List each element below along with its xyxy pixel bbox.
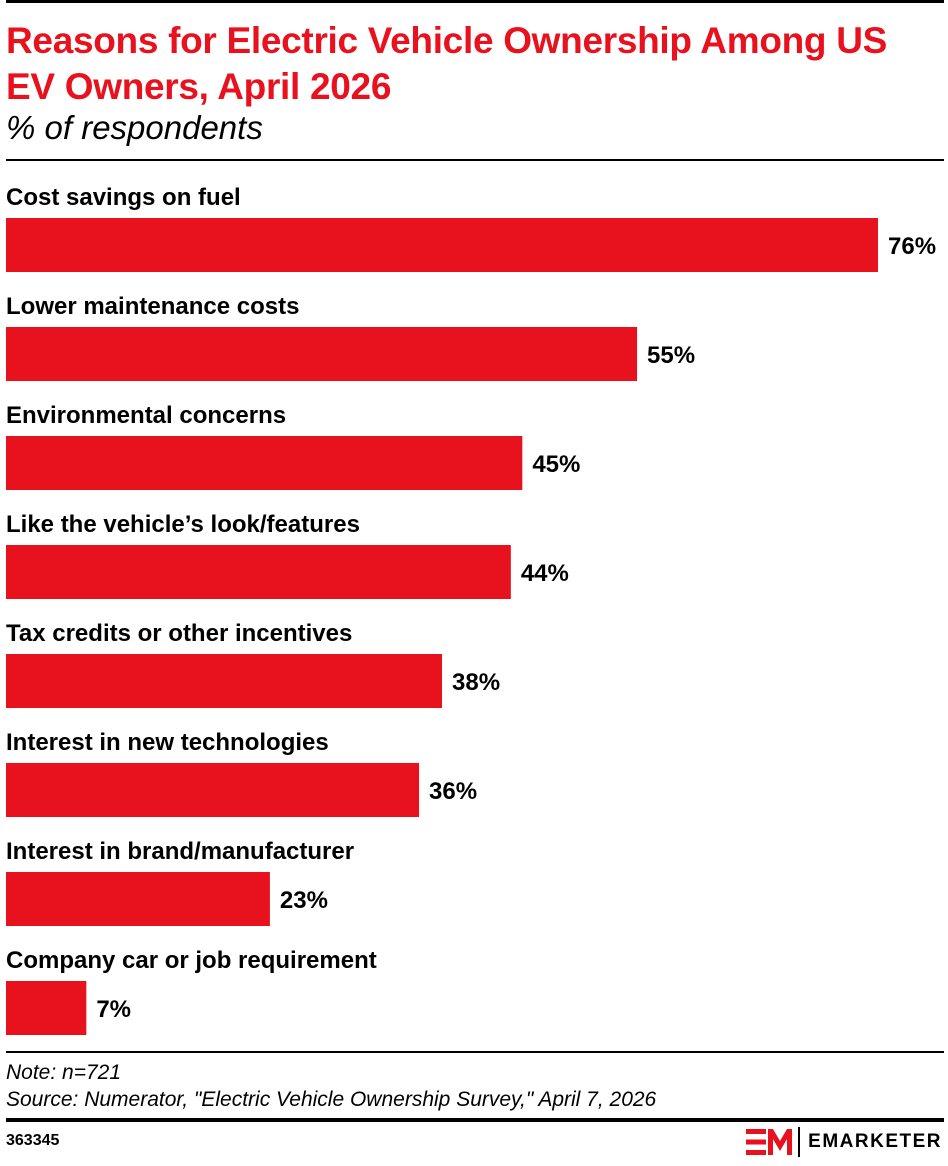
bar-interest-in-new-technologies <box>6 763 420 817</box>
category-label-tax-credits-or-other-incentives: Tax credits or other incentives <box>6 620 352 647</box>
logo-divider <box>798 1127 801 1157</box>
value-label-environmental-concerns: 45% <box>532 451 580 478</box>
category-label-interest-in-new-technologies: Interest in new technologies <box>6 729 329 756</box>
chart-title: Reasons for Electric Vehicle Ownership A… <box>6 20 888 107</box>
bar-interest-in-brand-manufacturer <box>6 872 270 926</box>
bar-company-car-or-job-requirement <box>6 981 87 1035</box>
value-label-tax-credits-or-other-incentives: 38% <box>452 669 500 696</box>
category-label-company-car-or-job-requirement: Company car or job requirement <box>6 947 377 974</box>
em-logo-icon <box>746 1129 793 1155</box>
value-label-lower-maintenance-costs: 55% <box>647 342 695 369</box>
emarketer-logo: EMARKETER <box>746 1125 942 1159</box>
brand-name: EMARKETER <box>808 1131 942 1152</box>
category-label-lower-maintenance-costs: Lower maintenance costs <box>6 293 299 320</box>
bar-lower-maintenance-costs <box>6 327 638 381</box>
category-label-cost-savings-on-fuel: Cost savings on fuel <box>6 184 241 211</box>
bar-like-the-vehicle-s-look-features <box>6 545 511 599</box>
chart-id: 363345 <box>6 1132 60 1149</box>
chart-source: Source: Numerator, "Electric Vehicle Own… <box>6 1088 657 1111</box>
category-label-interest-in-brand-manufacturer: Interest in brand/manufacturer <box>6 838 354 865</box>
chart-note: Note: n=721 <box>6 1061 122 1084</box>
value-label-interest-in-new-technologies: 36% <box>429 778 477 805</box>
bottom-rule <box>6 1118 944 1122</box>
top-rule <box>6 0 944 3</box>
footer-divider <box>6 1051 944 1053</box>
bar-cost-savings-on-fuel <box>6 218 878 272</box>
bar-environmental-concerns <box>6 436 523 490</box>
category-label-like-the-vehicle-s-look-features: Like the vehicle’s look/features <box>6 511 360 538</box>
bar-tax-credits-or-other-incentives <box>6 654 442 708</box>
value-label-cost-savings-on-fuel: 76% <box>888 233 936 260</box>
value-label-interest-in-brand-manufacturer: 23% <box>280 887 328 914</box>
category-label-environmental-concerns: Environmental concerns <box>6 402 286 429</box>
header-divider <box>6 159 944 161</box>
chart-subtitle: % of respondents <box>6 109 263 146</box>
bar-chart: Cost savings on fuel 76% Lower maintenance… <box>6 184 936 1035</box>
value-label-like-the-vehicle-s-look-features: 44% <box>521 560 569 587</box>
value-label-company-car-or-job-requirement: 7% <box>96 996 131 1023</box>
